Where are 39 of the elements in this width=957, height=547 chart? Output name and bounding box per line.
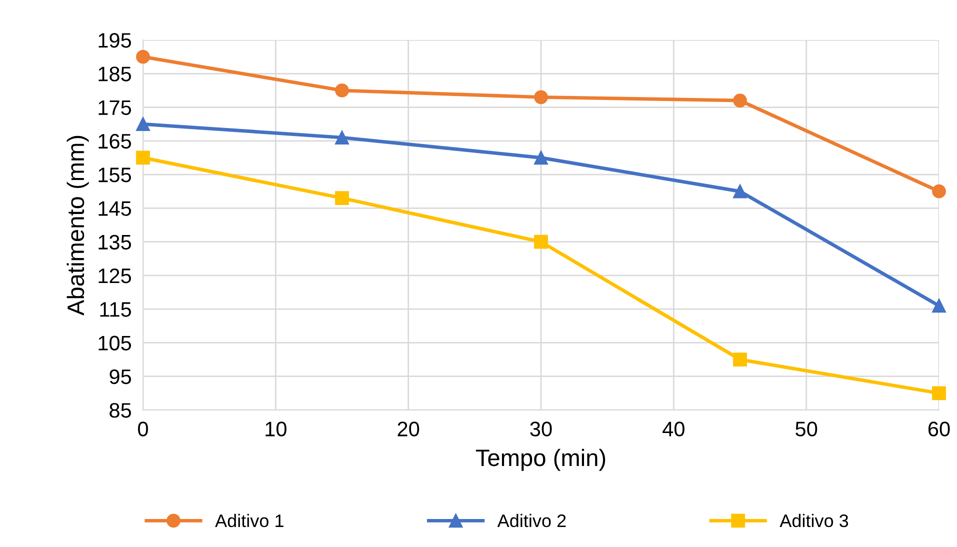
x-tick-label: 30 — [530, 422, 552, 436]
y-tick-label: 185 — [98, 66, 132, 82]
x-tick-label: 10 — [266, 422, 286, 436]
y-tick-label: 135 — [98, 234, 132, 250]
y-axis-title: Abatimento (mm) — [66, 136, 89, 316]
point — [932, 298, 946, 313]
point — [136, 50, 150, 64]
y-tick-label: 125 — [98, 268, 132, 284]
point — [733, 352, 747, 366]
point — [534, 234, 548, 249]
point — [534, 150, 548, 165]
y-tick-label: 155 — [98, 168, 132, 182]
x-tick-label: 50 — [796, 422, 818, 436]
y-tick-label: 145 — [98, 201, 132, 216]
legend-label: Aditivo 2 — [497, 514, 566, 528]
point — [335, 130, 349, 144]
x-tick-label: 40 — [662, 422, 684, 436]
point — [932, 184, 946, 198]
y-tick-label: 115 — [100, 302, 132, 317]
y-tick-label: 165 — [98, 134, 132, 149]
y-tick-label: 175 — [98, 100, 132, 116]
point — [534, 90, 548, 104]
x-tick-label: 60 — [928, 422, 950, 436]
y-tick-label: 195 — [98, 33, 132, 48]
y-tick-label: 85 — [110, 403, 132, 418]
y-tick-label: 105 — [98, 336, 132, 350]
y-tick-label: 95 — [110, 369, 132, 384]
point — [335, 84, 349, 98]
point — [733, 184, 747, 198]
point — [335, 191, 349, 206]
legend-label: Aditivo 1 — [215, 514, 284, 528]
x-axis-title: Tempo (min) — [476, 448, 606, 471]
point — [733, 94, 747, 108]
point — [136, 117, 150, 132]
legend-label: Aditivo 3 — [780, 514, 848, 528]
x-tick-label: 0 — [138, 422, 148, 436]
x-tick-label: 20 — [398, 422, 420, 436]
point — [136, 150, 150, 165]
point — [932, 386, 946, 400]
